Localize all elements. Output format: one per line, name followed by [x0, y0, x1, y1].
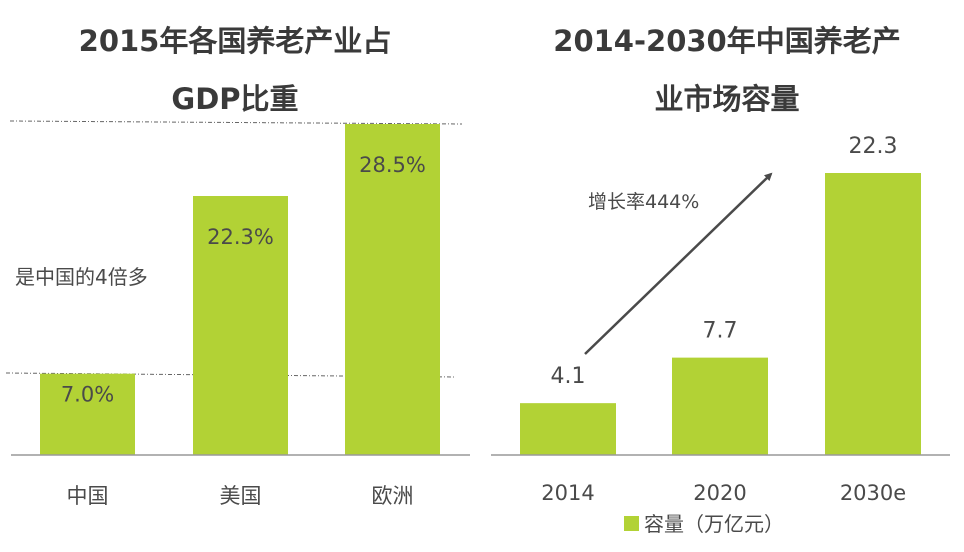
- left-chart-title: 2015年各国养老产业占 GDP比重: [0, 12, 470, 128]
- right-chart-title: 2014-2030年中国养老产 业市场容量: [490, 12, 964, 128]
- left-value-label-2: 28.5%: [359, 153, 426, 177]
- right-category-label-0: 2014: [541, 481, 594, 505]
- right-chart: 4.1 2014 7.7 2020 22.3 2030e: [491, 134, 950, 505]
- legend-label: 容量（万亿元）: [644, 512, 784, 536]
- growth-arrow: [584, 172, 773, 355]
- right-category-label-1: 2020: [693, 481, 746, 505]
- right-title-line2: 业市场容量: [654, 82, 800, 116]
- left-bar-1: [193, 196, 288, 455]
- right-bar-2: [825, 173, 921, 455]
- legend-swatch: [624, 516, 639, 531]
- left-title-line1: 2015年各国养老产业占: [78, 24, 392, 58]
- growth-annotation: 增长率444%: [588, 191, 699, 213]
- left-bar-0: [40, 373, 135, 455]
- right-value-label-1: 7.7: [703, 319, 738, 344]
- right-value-label-2: 22.3: [849, 134, 898, 159]
- left-chart: 7.0% 中国 22.3% 美国 28.5% 欧洲: [11, 124, 470, 508]
- left-value-label-0: 7.0%: [61, 383, 114, 407]
- left-category-label-2: 欧洲: [372, 484, 414, 508]
- left-annotation: 是中国的4倍多: [15, 265, 148, 289]
- right-title-line1: 2014-2030年中国养老产: [553, 24, 901, 58]
- right-value-label-0: 4.1: [551, 364, 586, 389]
- left-category-label-0: 中国: [67, 484, 109, 508]
- right-bar-0: [520, 403, 616, 455]
- left-ref-line-top: [9, 120, 463, 125]
- left-bar-2: [345, 124, 440, 455]
- left-title-line2: GDP比重: [171, 82, 299, 116]
- right-category-label-2: 2030e: [840, 481, 906, 505]
- left-category-label-1: 美国: [220, 484, 262, 508]
- right-bar-1: [672, 357, 768, 455]
- left-value-label-1: 22.3%: [207, 225, 274, 249]
